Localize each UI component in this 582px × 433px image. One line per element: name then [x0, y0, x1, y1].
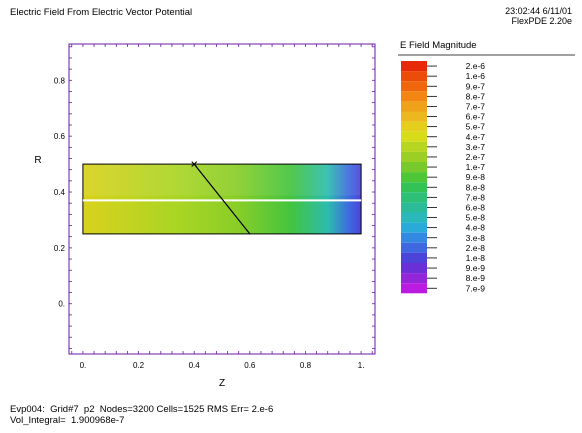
- marker-x: [191, 161, 198, 167]
- legend-swatch: [401, 283, 427, 294]
- legend-swatch: [401, 192, 427, 203]
- legend-level-label: 8.e-7: [466, 91, 486, 101]
- field-shading: [82, 164, 362, 196]
- legend-level-label: 2.e-6: [466, 61, 486, 71]
- legend-level-label: 7.e-8: [466, 192, 486, 202]
- legend-level-label: 3.e-7: [466, 142, 486, 152]
- footer-line-1: Evp004: Grid#7 p2 Nodes=3200 Cells=1525 …: [10, 404, 274, 415]
- y-axis-label: R: [34, 155, 41, 166]
- legend-level-label: 9.e-9: [466, 263, 486, 273]
- x-tick-label: 0.8: [300, 361, 312, 370]
- legend-swatch: [401, 162, 427, 173]
- overlay-line-black: [193, 163, 251, 235]
- legend-level-label: 6.e-7: [466, 112, 486, 122]
- legend-swatch: [401, 111, 427, 122]
- legend-swatch: [401, 141, 427, 152]
- legend-swatch: [401, 212, 427, 223]
- y-tick-label: 0.4: [54, 188, 66, 197]
- x-axis-label: Z: [219, 378, 225, 389]
- plot-title: Electric Field From Electric Vector Pote…: [10, 7, 193, 18]
- y-tick-label: 0.: [58, 300, 65, 309]
- legend-swatch: [401, 71, 427, 82]
- legend-swatch: [401, 121, 427, 132]
- footer-line-2: Vol_Integral= 1.900968e-7: [10, 415, 125, 426]
- legend-swatch: [401, 101, 427, 112]
- x-tick-label: 1.: [358, 361, 365, 370]
- legend-swatch: [401, 172, 427, 183]
- legend-level-label: 9.e-7: [466, 81, 486, 91]
- legend-level-label: 8.e-8: [466, 182, 486, 192]
- legend-level-label: 7.e-9: [466, 283, 486, 293]
- legend-swatch: [401, 273, 427, 284]
- y-tick-label: 0.6: [54, 132, 66, 141]
- legend-level-label: 1.e-6: [466, 71, 486, 81]
- legend-level-label: 4.e-7: [466, 132, 486, 142]
- legend-level-label: 5.e-7: [466, 122, 486, 132]
- legend-level-label: 3.e-8: [466, 233, 486, 243]
- y-tick-label: 0.2: [54, 244, 66, 253]
- x-tick-label: 0.4: [189, 361, 201, 370]
- legend-title: E Field Magnitude: [400, 40, 477, 51]
- legend-swatch: [401, 91, 427, 102]
- version-label: FlexPDE 2.20e: [511, 16, 572, 26]
- domain-outline: [82, 163, 362, 235]
- legend-swatch: [401, 222, 427, 233]
- legend-swatch: [401, 182, 427, 193]
- legend-level-label: 1.e-8: [466, 253, 486, 263]
- x-tick-label: 0.: [80, 361, 87, 370]
- legend-level-label: 1.e-7: [466, 162, 486, 172]
- legend-swatch: [401, 242, 427, 253]
- footer-info: Evp004: Grid#7 p2 Nodes=3200 Cells=1525 …: [10, 404, 273, 426]
- timestamp-block: 23:02:44 6/11/01 FlexPDE 2.20e: [505, 6, 572, 26]
- legend-swatch: [401, 61, 427, 72]
- legend-swatch: [401, 263, 427, 274]
- heatmap-plot: 0. 0.2 0.4 0.6 0.8 1.0.0.20.40.60.8ZR2.e-61.e…: [34, 43, 575, 389]
- legend-swatch: [401, 81, 427, 92]
- legend-level-label: 4.e-8: [466, 223, 486, 233]
- legend-level-label: 9.e-8: [466, 172, 486, 182]
- timestamp: 23:02:44 6/11/01: [505, 6, 572, 16]
- legend-level-label: 2.e-7: [466, 152, 486, 162]
- y-tick-label: 0.8: [54, 76, 66, 85]
- x-tick-label: 0.2: [133, 361, 145, 370]
- legend-swatch: [401, 131, 427, 142]
- legend-level-label: 7.e-7: [466, 101, 486, 111]
- legend-swatch: [401, 151, 427, 162]
- legend-level-label: 8.e-9: [466, 273, 486, 283]
- legend-level-label: 6.e-8: [466, 202, 486, 212]
- x-tick-label: 0.6: [244, 361, 256, 370]
- legend-level-label: 2.e-8: [466, 243, 486, 253]
- legend-swatch: [401, 202, 427, 213]
- plot-frame: [68, 43, 376, 355]
- legend-swatch: [401, 252, 427, 263]
- legend-swatch: [401, 232, 427, 243]
- legend-level-label: 5.e-8: [466, 213, 486, 223]
